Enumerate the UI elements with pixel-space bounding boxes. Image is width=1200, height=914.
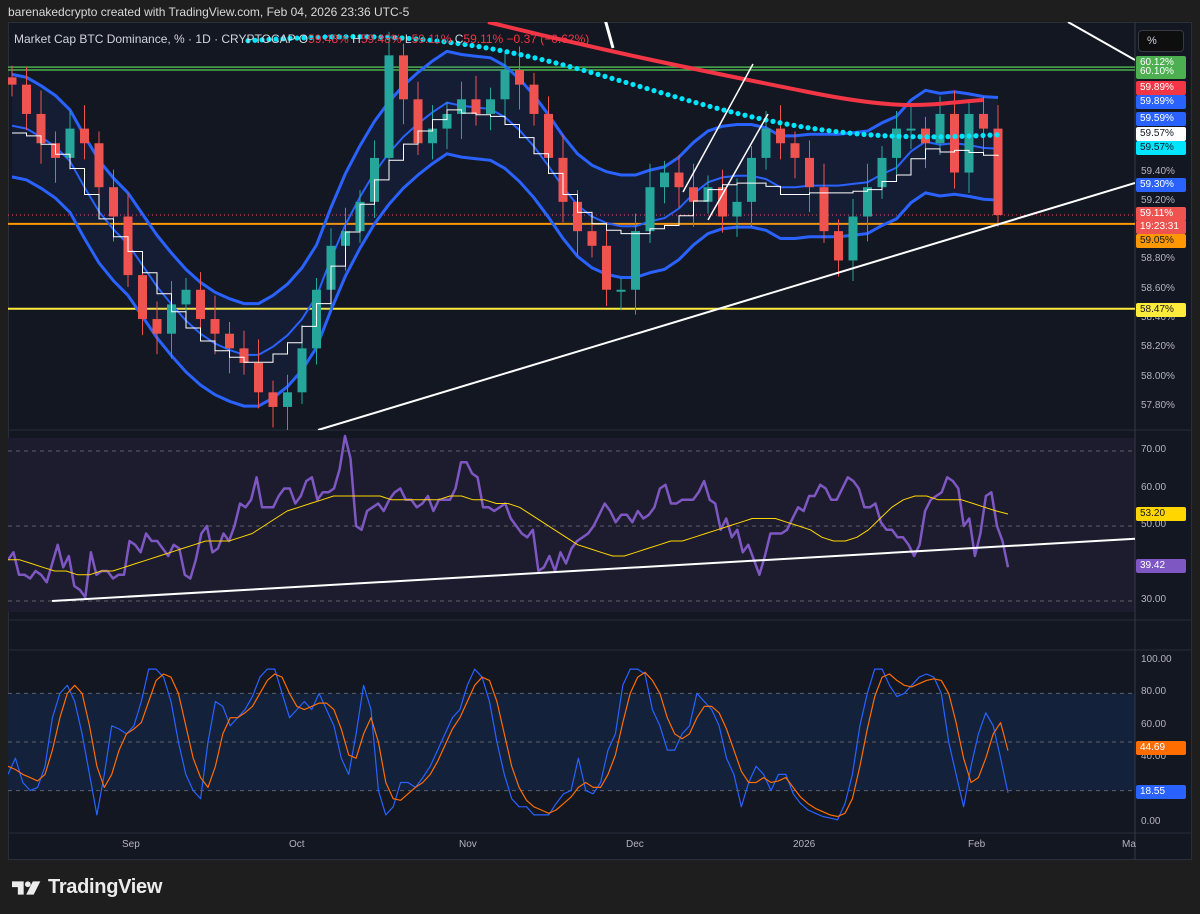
price-tag: 44.69 <box>1136 741 1186 755</box>
chart-attribution: barenakedcrypto created with TradingView… <box>8 5 410 19</box>
axis-tick-label: 58.20% <box>1141 341 1175 353</box>
price-tag: 59.89% <box>1136 95 1186 109</box>
price-tag: 60.10% <box>1136 65 1186 79</box>
tradingview-logo-icon <box>12 880 41 895</box>
axis-tick-label: 58.80% <box>1141 253 1175 265</box>
price-tag: 53.20 <box>1136 507 1186 521</box>
price-tag: 59.59% <box>1136 112 1186 126</box>
axis-tick-label: 59.40% <box>1141 165 1175 177</box>
axis-tick-label: 100.00 <box>1141 654 1172 665</box>
price-pane <box>8 22 1135 430</box>
symbol-name: Market Cap BTC Dominance, % · 1D · CRYPT… <box>14 32 296 46</box>
ohlc-close: 59.11% <box>463 32 504 46</box>
price-tag: 58.47% <box>1136 303 1186 317</box>
price-tag: 59.30% <box>1136 178 1186 192</box>
symbol-legend: Market Cap BTC Dominance, % · 1D · CRYPT… <box>14 32 590 46</box>
axis-tick-label: 57.80% <box>1141 399 1175 411</box>
ohlc-low: 59.11% <box>411 32 452 46</box>
price-tag: 39.42 <box>1136 559 1186 573</box>
axis-tick-label: 60.00 <box>1141 481 1167 493</box>
axis-tick-label: 59.20% <box>1141 194 1175 206</box>
ohlc-open: 59.48% <box>308 32 349 46</box>
price-tag: 59.11% <box>1136 207 1186 221</box>
axis-tick-label: 0.00 <box>1141 816 1161 827</box>
percent-scale-button[interactable]: % <box>1138 30 1184 52</box>
axis-tick-label: 80.00 <box>1141 686 1167 698</box>
axis-tick-label: 58.00% <box>1141 370 1175 382</box>
time-axis-label: Nov <box>459 839 477 850</box>
axis-tick-label: 50.00 <box>1141 519 1167 530</box>
price-tag: 19:23:31 <box>1136 220 1186 234</box>
time-axis-label: Dec <box>626 839 644 850</box>
axis-tick-label: 60.00 <box>1141 718 1167 730</box>
axis-tick-label: 30.00 <box>1141 594 1167 605</box>
price-tag: 59.89% <box>1136 81 1186 95</box>
time-axis-label: Ma <box>1122 839 1136 850</box>
time-axis-label: 2026 <box>793 839 816 850</box>
axis-tick-label: 40.00 <box>1141 751 1167 763</box>
price-tag: 18.55 <box>1136 785 1186 799</box>
price-tag: 59.57% <box>1136 127 1186 141</box>
time-axis-label: Feb <box>968 839 986 850</box>
tradingview-logo: TradingView <box>12 876 162 899</box>
time-axis-label: Oct <box>289 839 305 850</box>
ohlc-high: 59.48% <box>360 32 402 46</box>
price-tag: 59.05% <box>1136 234 1186 248</box>
chart-canvas[interactable] <box>8 22 1192 860</box>
axis-tick-label: 58.60% <box>1141 282 1175 294</box>
brand-name: TradingView <box>48 876 163 898</box>
axis-tick-label: 70.00 <box>1141 444 1167 455</box>
time-axis-label: Sep <box>122 839 140 850</box>
axis-tick-label: 58.40% <box>1141 312 1175 324</box>
price-tag: 59.57% <box>1136 141 1186 155</box>
ohlc-change: −0.37 (−0.62%) <box>506 32 590 46</box>
